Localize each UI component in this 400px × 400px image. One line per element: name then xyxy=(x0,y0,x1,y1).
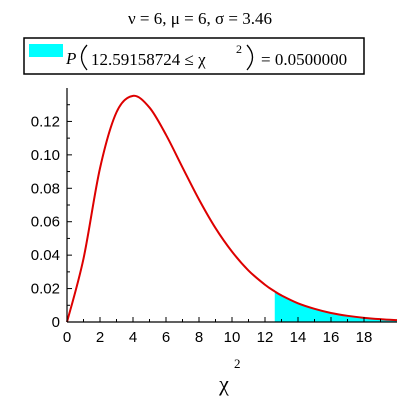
y-tick-label: 0.12 xyxy=(31,113,60,130)
x-tick-label: 4 xyxy=(129,329,137,346)
x-tick-label: 0 xyxy=(63,329,71,346)
legend-prefix: P xyxy=(65,49,76,68)
legend-box xyxy=(23,37,365,75)
legend-close-paren xyxy=(246,44,254,71)
plot-area: 0 2 4 6 8 10 12 14 16 18 0 0.02 0.04 0.06 0.08 0.10 0.12 xyxy=(31,88,398,346)
legend-swatch xyxy=(29,44,63,57)
legend: P 12.59158724 ≤ χ 2 = 0.0500000 xyxy=(23,37,365,75)
y-tick-label: 0 xyxy=(52,314,60,331)
x-tick-label: 8 xyxy=(195,329,203,346)
y-tick-label: 0.02 xyxy=(31,281,60,298)
x-tick-label: 16 xyxy=(323,329,340,346)
x-tick-label: 6 xyxy=(162,329,170,346)
x-tick-label: 12 xyxy=(257,329,274,346)
chart-title: ν = 6, μ = 6, σ = 3.46 xyxy=(128,9,272,28)
x-tick-label: 18 xyxy=(356,329,373,346)
legend-result: = 0.0500000 xyxy=(261,50,347,69)
density-curve xyxy=(66,94,398,323)
x-axis-label: χ xyxy=(218,371,229,396)
shaded-tail-region xyxy=(274,291,397,322)
x-tick-label: 10 xyxy=(224,329,241,346)
y-tick-label: 0.06 xyxy=(31,214,60,231)
x-axis-label-exponent: 2 xyxy=(234,356,241,371)
y-tick-label: 0.08 xyxy=(31,180,60,197)
y-tick-label: 0.10 xyxy=(31,147,60,164)
y-tick-label: 0.04 xyxy=(31,247,60,264)
legend-open-paren xyxy=(80,44,88,71)
x-tick-label: 14 xyxy=(290,329,307,346)
legend-exponent: 2 xyxy=(236,42,242,56)
legend-expression: 12.59158724 ≤ χ xyxy=(91,50,206,69)
x-tick-label: 2 xyxy=(96,329,104,346)
